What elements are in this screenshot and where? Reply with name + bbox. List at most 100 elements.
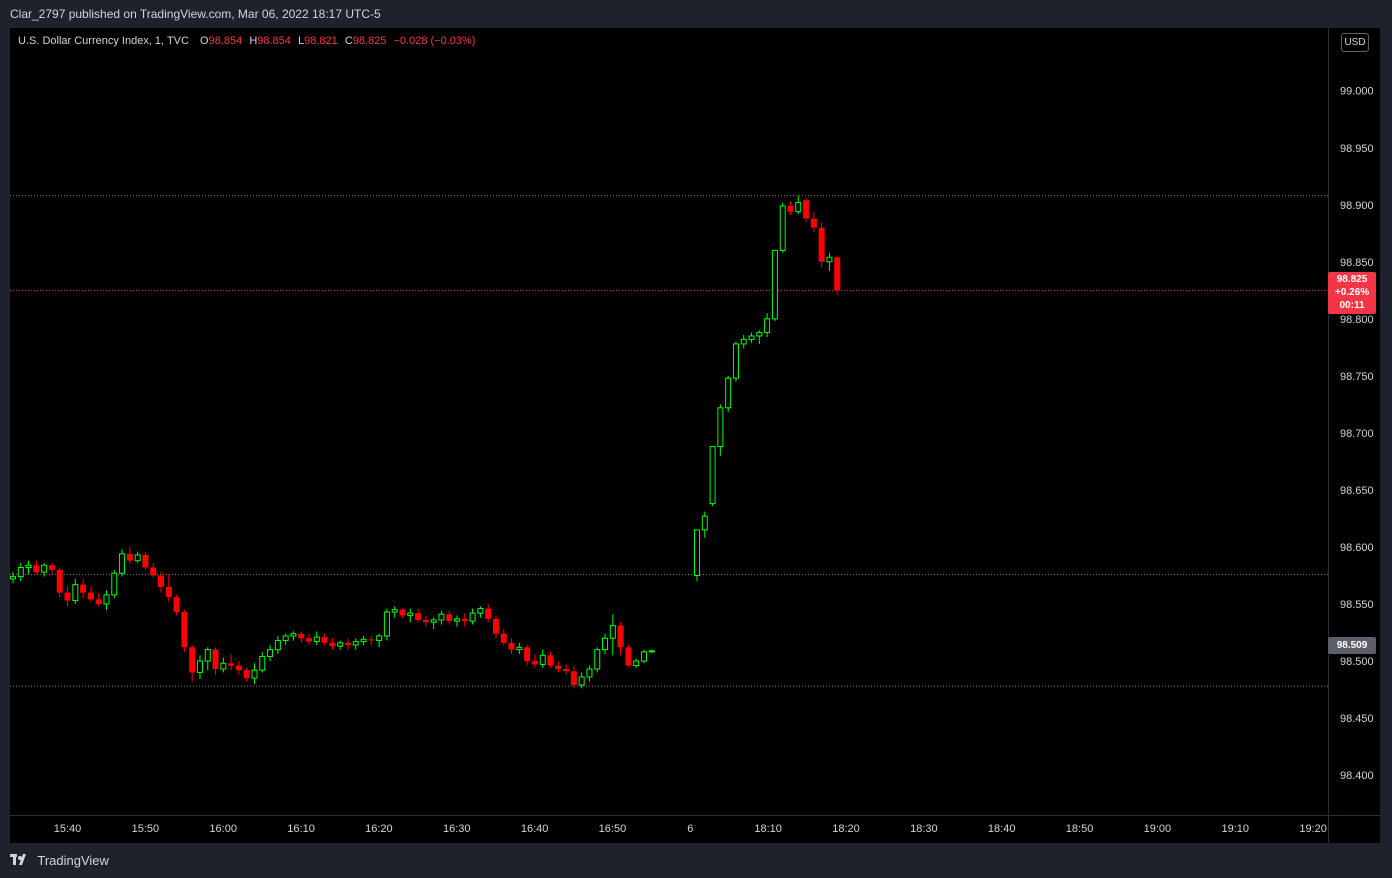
candle <box>617 625 624 648</box>
candle <box>243 670 250 679</box>
candle <box>578 676 585 686</box>
candle <box>337 642 344 647</box>
x-tick-label: 19:00 <box>1144 823 1172 835</box>
candle <box>430 619 437 623</box>
open-value: 98.854 <box>208 35 243 47</box>
close-value: 98.825 <box>352 35 387 47</box>
x-tick-label: 15:40 <box>54 823 82 835</box>
ref-price-tag: 98.509 <box>1328 637 1376 654</box>
candle <box>352 641 359 646</box>
candle <box>640 651 647 662</box>
candle <box>594 649 601 670</box>
candle <box>717 407 724 448</box>
candle <box>212 649 219 670</box>
candle <box>586 668 593 678</box>
bar-countdown: 00:11 <box>1339 300 1365 311</box>
y-tick-label: 98.900 <box>1340 200 1374 212</box>
candle <box>383 611 390 637</box>
brand-name: TradingView <box>37 853 109 868</box>
tradingview-brand[interactable]: TradingView <box>10 853 109 869</box>
candle <box>376 635 383 641</box>
y-tick-label: 98.750 <box>1340 371 1374 383</box>
candle <box>461 618 468 622</box>
candle <box>709 446 716 505</box>
candle <box>119 553 126 574</box>
symbol-legend: U.S. Dollar Currency Index, 1, TVC O98.8… <box>18 35 475 47</box>
y-tick-label: 98.600 <box>1340 542 1374 554</box>
candle <box>492 618 499 634</box>
candle <box>220 662 227 670</box>
candle <box>539 654 546 665</box>
low-value: 98.821 <box>304 35 338 47</box>
high-label: H <box>249 35 258 47</box>
high-value: 98.854 <box>257 35 291 47</box>
currency-button[interactable]: USD <box>1341 33 1369 52</box>
candle <box>779 205 786 251</box>
candle <box>196 660 203 673</box>
candle <box>454 618 461 622</box>
y-tick-label: 98.950 <box>1340 143 1374 155</box>
candle <box>142 554 149 568</box>
close-label: C <box>344 35 353 47</box>
candle <box>282 635 289 641</box>
candle <box>485 608 492 619</box>
candle <box>500 633 507 643</box>
candle <box>80 584 87 593</box>
candle <box>235 665 242 671</box>
candle <box>368 639 375 641</box>
y-tick-label: 98.700 <box>1340 428 1374 440</box>
candle <box>103 594 110 605</box>
candle <box>25 564 32 568</box>
candle <box>563 669 570 672</box>
candle <box>570 671 577 685</box>
candle <box>228 663 235 666</box>
change-value: −0.028 (−0.03%) <box>393 35 476 47</box>
x-tick-label: 16:50 <box>599 823 627 835</box>
candle <box>524 647 531 662</box>
candle <box>764 318 771 334</box>
x-tick-label: 16:20 <box>365 823 393 835</box>
open-label: O <box>200 35 209 47</box>
candle <box>555 665 562 670</box>
y-tick-label: 98.450 <box>1340 713 1374 725</box>
time-scale-divider <box>10 815 1380 816</box>
price-chart-svg[interactable]: 99.000 98.950 98.900 98.850 98.800 98.750 98.7… <box>10 28 1380 843</box>
candle <box>111 572 118 596</box>
candle <box>803 200 810 219</box>
candle <box>251 669 258 679</box>
y-tick-label: 98.800 <box>1340 314 1374 326</box>
candle <box>344 642 351 646</box>
candle <box>602 637 609 651</box>
candle <box>516 646 523 651</box>
candle <box>633 660 640 667</box>
candle <box>313 636 320 643</box>
candle <box>625 647 632 666</box>
y-tick-label: 98.550 <box>1340 599 1374 611</box>
candle <box>72 584 79 602</box>
candle <box>609 625 616 639</box>
x-tick-label: 16:00 <box>209 823 237 835</box>
low-label: L <box>297 35 305 47</box>
candle <box>399 609 406 616</box>
last-price-tag: 98.825 +0.26% 00:11 <box>1328 272 1376 314</box>
x-tick-label: 18:10 <box>754 823 782 835</box>
y-tick-label: 98.400 <box>1340 770 1374 782</box>
chart-pane[interactable]: 99.000 98.950 98.900 98.850 98.800 98.750 98.7… <box>10 28 1380 843</box>
x-tick-label: 18:30 <box>910 823 938 835</box>
candle <box>407 612 414 616</box>
y-tick-label: 98.650 <box>1340 485 1374 497</box>
symbol-name[interactable]: U.S. Dollar Currency Index, 1, TVC <box>18 35 189 47</box>
candle <box>446 614 453 622</box>
x-tick-label: 16:30 <box>443 823 471 835</box>
candle <box>391 609 398 613</box>
candle <box>158 575 165 587</box>
candle <box>259 655 266 671</box>
candle <box>64 592 71 601</box>
candle <box>329 642 336 647</box>
candle <box>10 576 16 580</box>
x-tick-label: 15:50 <box>132 823 160 835</box>
tradingview-logo-icon <box>10 854 30 869</box>
candle <box>469 612 476 622</box>
candle <box>694 529 700 576</box>
x-tick-label: 18:40 <box>988 823 1016 835</box>
